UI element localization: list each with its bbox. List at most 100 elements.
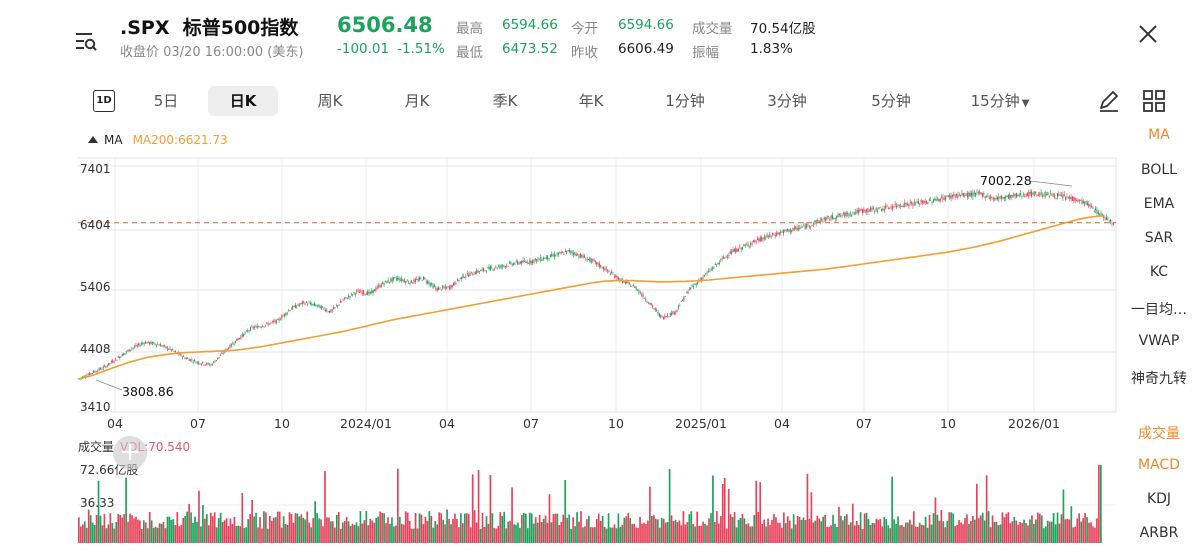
candle-body: [367, 291, 369, 295]
indicator-vwap[interactable]: VWAP: [1138, 333, 1180, 349]
candle-body: [656, 310, 658, 311]
volume-bar: [400, 523, 403, 543]
candle-body: [393, 277, 395, 280]
candle-body: [484, 270, 486, 271]
volume-bar: [719, 516, 722, 543]
candle-body: [743, 244, 745, 246]
volume-bar: [422, 524, 425, 543]
candle-body: [477, 270, 479, 273]
volume-bar: [393, 526, 395, 543]
high-leader-line: [1029, 180, 1073, 187]
volume-bar: [688, 514, 691, 543]
volume-bar: [869, 524, 872, 543]
candle-body: [206, 363, 208, 365]
volume-bar: [928, 514, 931, 543]
volume-bar: [1066, 518, 1069, 543]
volume-bar: [619, 526, 622, 543]
volume-bar: [647, 520, 649, 543]
candle-body: [204, 364, 207, 366]
draw-pen-icon[interactable]: [1096, 88, 1122, 114]
volume-bar: [245, 527, 248, 543]
candle-body: [259, 326, 261, 328]
grid-layout-icon[interactable]: [1141, 88, 1167, 114]
volume-bar: [424, 516, 427, 543]
volume-bar: [202, 505, 204, 543]
volume-bar: [87, 509, 90, 543]
last-price: 6506.48: [337, 13, 433, 37]
volume-bar: [282, 516, 285, 543]
y-tick: 3410: [80, 400, 111, 414]
candle-body: [846, 212, 849, 214]
candle-body: [507, 266, 509, 267]
volume-bar: [121, 517, 123, 543]
volume-bar: [985, 475, 988, 543]
candle-body: [159, 344, 162, 347]
indicator-ichimoku[interactable]: 一目均…: [1131, 302, 1187, 318]
volume-bar: [786, 516, 789, 543]
volume-bar: [259, 517, 261, 543]
indicator-sar[interactable]: SAR: [1144, 230, 1174, 246]
volume-bar: [296, 513, 299, 543]
volume-bar: [875, 518, 878, 543]
tab-weekly-k[interactable]: 周K: [317, 92, 343, 110]
tab-quarterly-k[interactable]: 季K: [492, 92, 518, 110]
candle-body: [924, 201, 926, 203]
tab-daily-k[interactable]: 日K: [208, 86, 278, 116]
volume-bar: [741, 513, 744, 543]
candle-body: [792, 227, 794, 231]
candle-body: [379, 285, 381, 288]
candle-body: [518, 262, 520, 265]
candle-body: [226, 348, 228, 350]
crosshair-plus-icon[interactable]: +: [113, 436, 147, 470]
menu-search-icon[interactable]: [74, 30, 98, 52]
volume-bar: [708, 518, 710, 543]
indicator-arbr[interactable]: ARBR: [1139, 525, 1179, 541]
candle-body: [315, 304, 317, 307]
candle-body: [1037, 194, 1039, 196]
tab-5min[interactable]: 5分钟: [871, 92, 911, 110]
volume-bar: [828, 526, 830, 543]
volume-bar: [383, 513, 385, 543]
indicator-ma[interactable]: MA: [1148, 127, 1170, 143]
volume-bar: [737, 519, 740, 543]
volume-bar: [912, 511, 915, 543]
indicator-ema[interactable]: EMA: [1143, 196, 1175, 212]
candle-body: [382, 282, 384, 285]
volume-bar: [948, 512, 951, 543]
candle-body: [542, 257, 545, 260]
indicator-kc[interactable]: KC: [1149, 264, 1169, 280]
period-1d-badge[interactable]: 1D: [93, 90, 115, 112]
candle-body: [230, 343, 232, 347]
candle-body: [938, 198, 940, 202]
tab-yearly-k[interactable]: 年K: [578, 92, 604, 110]
candle-body: [491, 267, 493, 269]
tab-monthly-k[interactable]: 月K: [404, 92, 430, 110]
tab-1min[interactable]: 1分钟: [665, 92, 705, 110]
candle-body: [492, 269, 494, 271]
volume-bar: [771, 519, 773, 543]
candle-body: [105, 366, 107, 368]
volume-bar: [158, 523, 161, 543]
indicator-kdj[interactable]: KDJ: [1146, 491, 1172, 507]
candle-body: [713, 267, 715, 269]
tab-3min[interactable]: 3分钟: [767, 92, 807, 110]
indicator-volume[interactable]: 成交量: [1138, 426, 1180, 442]
volume-bar: [207, 525, 210, 543]
volume-bar: [649, 486, 651, 543]
indicator-boll[interactable]: BOLL: [1141, 162, 1177, 178]
tab-5day[interactable]: 5日: [153, 92, 179, 110]
close-icon[interactable]: [1136, 22, 1160, 46]
indicator-macd[interactable]: MACD: [1138, 457, 1180, 473]
volume-bar: [302, 517, 305, 543]
volume-bar: [507, 521, 509, 543]
candle-body: [365, 293, 367, 295]
tab-15min-dropdown[interactable]: 15分钟 ▼: [962, 86, 1038, 116]
volume-bar: [397, 468, 399, 543]
volume-bar: [306, 511, 309, 543]
collapse-triangle-icon[interactable]: [88, 136, 98, 143]
indicator-td9[interactable]: 神奇九转: [1131, 371, 1187, 387]
candle-body: [953, 193, 955, 196]
volume-bar: [426, 520, 429, 543]
candle-body: [252, 327, 254, 329]
